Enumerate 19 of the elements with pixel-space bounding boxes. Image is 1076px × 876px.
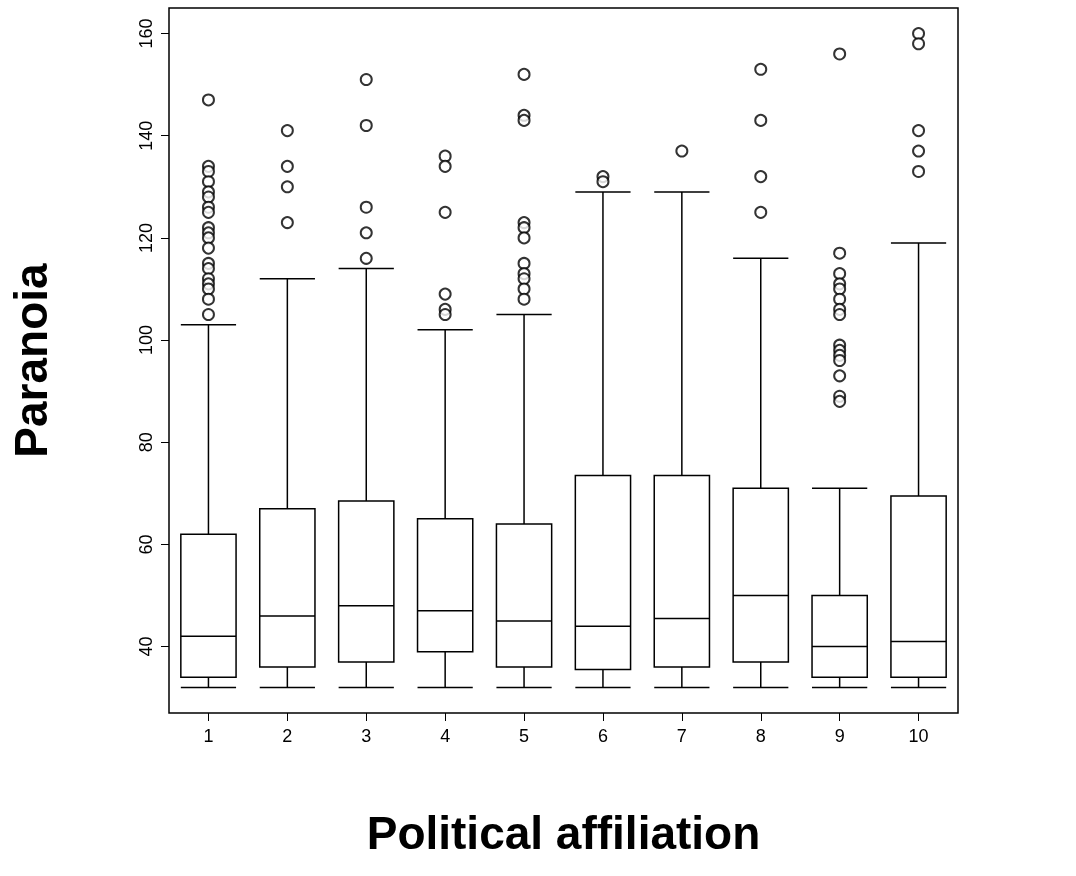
y-tick-label: 100: [136, 325, 156, 356]
x-tick-label: 4: [440, 726, 451, 746]
x-axis-title: Political affiliation: [366, 807, 761, 859]
x-tick-label: 2: [282, 726, 293, 746]
x-tick-label: 3: [361, 726, 372, 746]
x-tick-label: 10: [908, 726, 929, 746]
x-tick-label: 6: [597, 726, 608, 746]
x-tick-label: 5: [519, 726, 530, 746]
x-tick-label: 8: [755, 726, 766, 746]
y-tick-label: 120: [136, 222, 156, 253]
y-tick-label: 40: [136, 636, 156, 657]
x-tick-label: 1: [203, 726, 214, 746]
y-tick-label: 140: [136, 120, 156, 151]
y-tick-label: 60: [136, 534, 156, 555]
x-tick-label: 9: [834, 726, 845, 746]
y-tick-label: 80: [136, 432, 156, 453]
y-tick-label: 160: [136, 18, 156, 49]
x-tick-label: 7: [676, 726, 687, 746]
y-axis-title: Paranoia: [5, 262, 57, 458]
